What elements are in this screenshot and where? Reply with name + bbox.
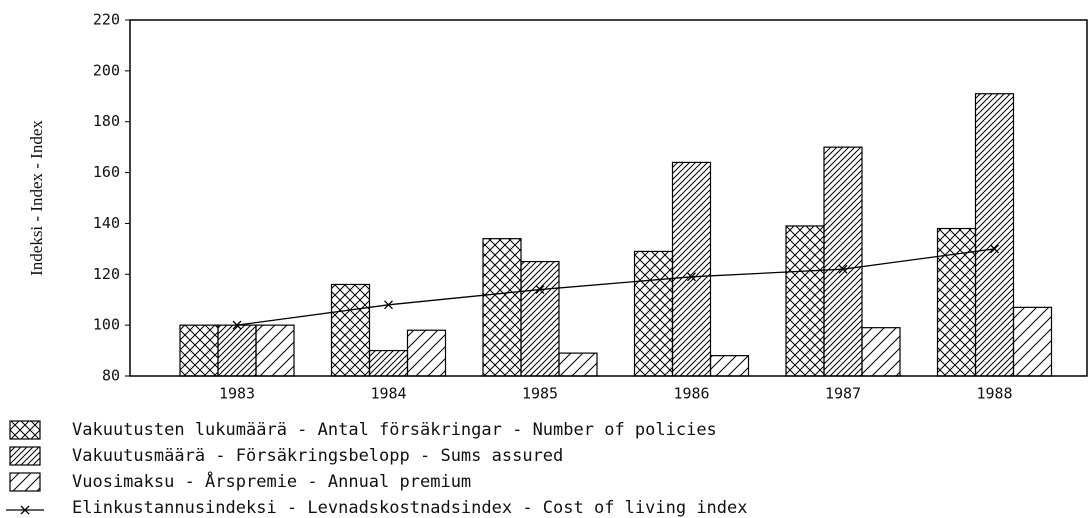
bar — [936, 227, 977, 377]
legend-label: Vakuutusten lukumäärä - Antal försäkring… — [72, 420, 717, 440]
bar — [406, 329, 447, 377]
y-tick-label: 200 — [93, 61, 120, 79]
y-tick-label: 80 — [102, 367, 120, 385]
marker — [990, 244, 999, 254]
legend-swatch — [9, 472, 41, 492]
legend-label: Vuosimaksu - Årspremie - Annual premium — [72, 470, 471, 492]
x-tick-label: 1983 — [219, 385, 255, 403]
line — [236, 248, 995, 326]
y-axis-label: Indeksi - Index - Index — [27, 120, 46, 276]
marker — [384, 300, 393, 310]
bar — [558, 352, 598, 377]
marker — [20, 505, 30, 515]
bar — [823, 146, 863, 377]
bar — [785, 225, 825, 377]
marker — [535, 285, 545, 295]
x-tick-label: 1988 — [976, 385, 1012, 403]
x-tick-label: 1987 — [825, 385, 861, 403]
bar — [482, 238, 522, 377]
bar — [330, 283, 371, 377]
plot-frame — [129, 19, 1088, 377]
marker — [687, 272, 696, 282]
legend-swatch — [9, 420, 41, 440]
bar — [1012, 306, 1053, 377]
bar — [217, 324, 257, 377]
x-tick-label: 1985 — [522, 385, 558, 403]
y-tick-label: 220 — [93, 11, 120, 29]
bar — [633, 250, 674, 377]
y-tick-label: 180 — [93, 112, 120, 130]
y-tick-label: 140 — [93, 214, 120, 232]
bar — [368, 349, 409, 377]
marker — [232, 320, 242, 330]
x-tick-label: 1984 — [370, 385, 406, 403]
legend-swatch — [9, 446, 41, 466]
legend-label: Vakuutusmäärä - Försäkringsbelopp - Sums… — [72, 446, 563, 466]
bar — [255, 324, 295, 377]
bar — [671, 161, 712, 377]
bar — [520, 260, 560, 377]
bar — [974, 93, 1015, 377]
y-tick-label: 120 — [93, 265, 120, 283]
y-tick-label: 100 — [93, 316, 120, 334]
bar — [709, 355, 750, 377]
marker — [838, 264, 848, 274]
bar — [861, 327, 901, 377]
legend-label: Elinkustannusindeksi - Levnadskostnadsin… — [72, 498, 748, 518]
bar — [179, 324, 219, 377]
x-tick-label: 1986 — [673, 385, 709, 403]
y-tick-label: 160 — [93, 163, 120, 181]
